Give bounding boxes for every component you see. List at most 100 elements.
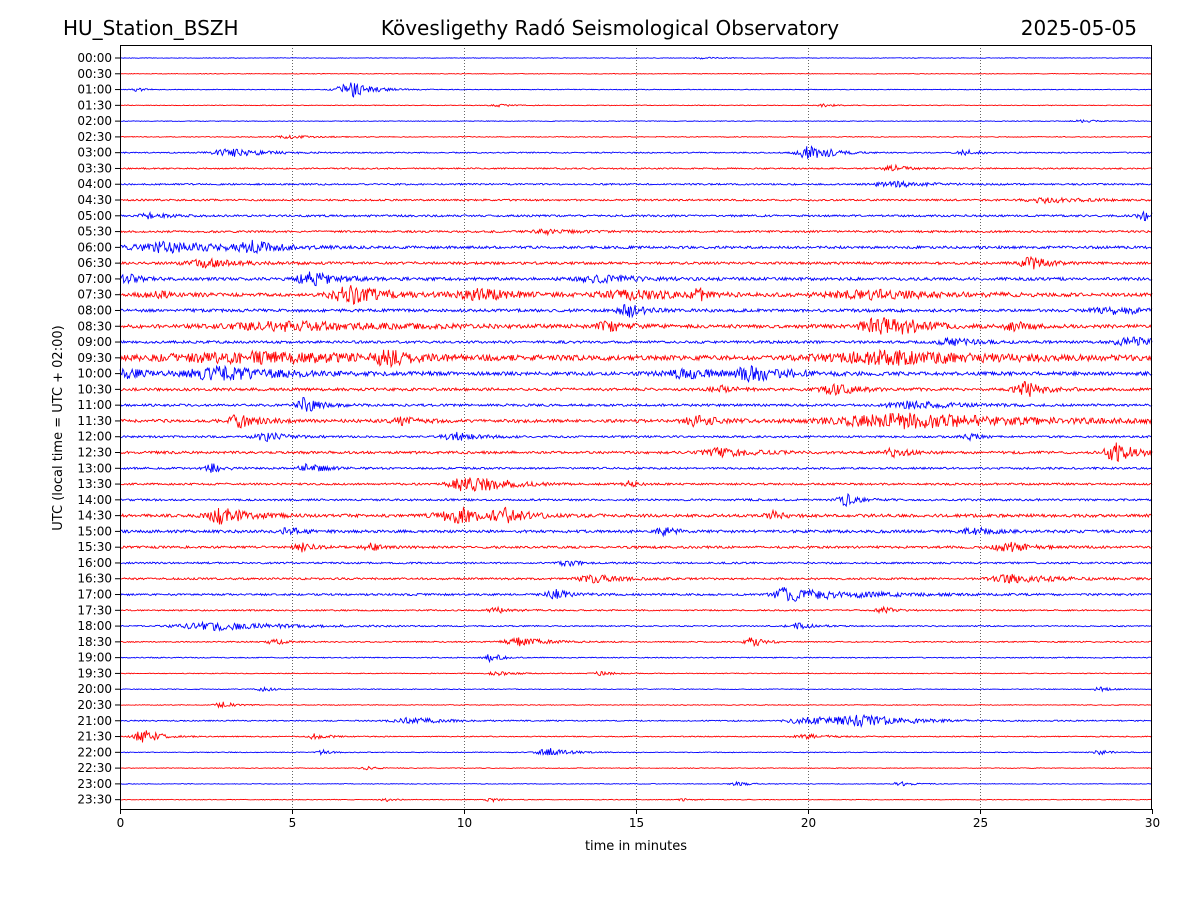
trace-line-0730 (119, 285, 1153, 306)
y-tick-label: 05:00 (77, 209, 112, 223)
trace-line-1230 (119, 442, 1153, 463)
trace-line-2000 (119, 685, 1153, 693)
trace-line-1030 (119, 381, 1153, 397)
y-tick-label: 03:00 (77, 146, 112, 160)
trace-line-1000 (119, 364, 1153, 383)
x-tick-label: 10 (457, 816, 472, 830)
trace-line-0830 (119, 317, 1153, 335)
trace-line-1130 (119, 412, 1153, 430)
y-tick-label: 17:00 (77, 588, 112, 602)
x-tick-label: 25 (973, 816, 988, 830)
x-gridlines (292, 45, 981, 809)
x-tick-label: 5 (289, 816, 297, 830)
y-tick-label: 20:30 (77, 698, 112, 712)
y-tick-label: 13:00 (77, 461, 112, 475)
trace-line-0330 (119, 163, 1153, 172)
y-tick-label: 19:30 (77, 666, 112, 680)
trace-line-2100 (119, 714, 1153, 728)
y-tick-label: 07:30 (77, 288, 112, 302)
y-tick-label: 14:30 (77, 509, 112, 523)
y-tick-label: 01:30 (77, 98, 112, 112)
trace-line-1800 (119, 620, 1153, 632)
y-tick-label: 02:00 (77, 114, 112, 128)
trace-line-1330 (119, 477, 1153, 492)
trace-line-0600 (119, 239, 1153, 255)
y-tick-label: 16:30 (77, 572, 112, 586)
station-name: HU_Station_BSZH (63, 16, 239, 40)
y-tick-label: 21:30 (77, 730, 112, 744)
y-tick-label: 18:00 (77, 619, 112, 633)
trace-line-2330 (119, 797, 1153, 804)
y-tick-label: 00:30 (77, 67, 112, 81)
y-tick-label: 04:30 (77, 193, 112, 207)
y-tick-label: 23:30 (77, 793, 112, 807)
y-tick-label: 22:00 (77, 745, 112, 759)
trace-line-0500 (119, 210, 1153, 222)
trace-line-1100 (119, 396, 1153, 412)
trace-line-1530 (119, 541, 1153, 553)
trace-line-0930 (119, 348, 1153, 369)
y-tick-label: 15:30 (77, 540, 112, 554)
trace-line-1300 (119, 462, 1153, 473)
x-tick-label: 20 (801, 816, 816, 830)
y-tick-label: 07:00 (77, 272, 112, 286)
y-tick-label: 10:30 (77, 382, 112, 396)
trace-line-0530 (119, 228, 1153, 237)
trace-line-0230 (119, 134, 1153, 140)
trace-line-1630 (119, 573, 1153, 584)
trace-line-1500 (119, 526, 1153, 538)
y-tick-label: 02:30 (77, 130, 112, 144)
y-tick-label: 08:00 (77, 303, 112, 317)
y-tick-label: 00:00 (77, 51, 112, 65)
trace-line-0800 (119, 304, 1153, 319)
y-tick-label: 10:00 (77, 367, 112, 381)
trace-line-2200 (120, 748, 1153, 756)
y-tick-label: 14:00 (77, 493, 112, 507)
y-tick-label: 12:30 (77, 446, 112, 460)
trace-line-0030 (119, 72, 1153, 75)
trace-line-1900 (119, 654, 1153, 664)
trace-line-2030 (119, 701, 1153, 709)
trace-line-2230 (119, 765, 1153, 771)
chart-date: 2025-05-05 (1021, 16, 1137, 40)
y-axis-label: UTC (local time = UTC + 02:00) (51, 325, 66, 530)
y-tick-label: 08:30 (77, 319, 112, 333)
x-tick-label: 0 (117, 816, 125, 830)
trace-line-1430 (119, 506, 1153, 525)
chart-title: Kövesligethy Radó Seismological Observat… (381, 16, 839, 40)
trace-line-2300 (119, 780, 1153, 787)
y-tick-label: 09:30 (77, 351, 112, 365)
y-tick-label: 19:00 (77, 651, 112, 665)
x-axis-label: time in minutes (585, 839, 687, 854)
plot-frame (120, 45, 1152, 810)
trace-line-1600 (119, 560, 1153, 568)
y-tick-label: 09:00 (77, 335, 112, 349)
trace-line-0400 (119, 179, 1153, 189)
trace-line-0900 (119, 336, 1153, 347)
trace-line-1400 (119, 492, 1153, 508)
trace-line-0430 (119, 196, 1153, 205)
y-tick-label: 12:00 (77, 430, 112, 444)
y-tick-label: 11:30 (77, 414, 112, 428)
y-tick-label: 17:30 (77, 603, 112, 617)
trace-line-2130 (119, 730, 1153, 743)
trace-line-0700 (119, 271, 1153, 287)
y-tick-label: 05:30 (77, 225, 112, 239)
y-tick-label: 11:00 (77, 398, 112, 412)
y-tick-label: 22:30 (77, 761, 112, 775)
y-tick-label: 21:00 (77, 714, 112, 728)
y-tick-label: 16:00 (77, 556, 112, 570)
y-tick-label: 18:30 (77, 635, 112, 649)
trace-line-1730 (119, 605, 1153, 615)
y-tick-label: 03:30 (77, 161, 112, 175)
y-tick-label: 04:00 (77, 177, 112, 191)
y-tick-label: 06:30 (77, 256, 112, 270)
x-tick-label: 15 (629, 816, 644, 830)
trace-line-1700 (119, 586, 1153, 602)
y-tick-label: 01:00 (77, 83, 112, 97)
trace-line-1200 (119, 431, 1153, 443)
trace-line-1930 (119, 670, 1153, 677)
y-tick-label: 23:00 (77, 777, 112, 791)
